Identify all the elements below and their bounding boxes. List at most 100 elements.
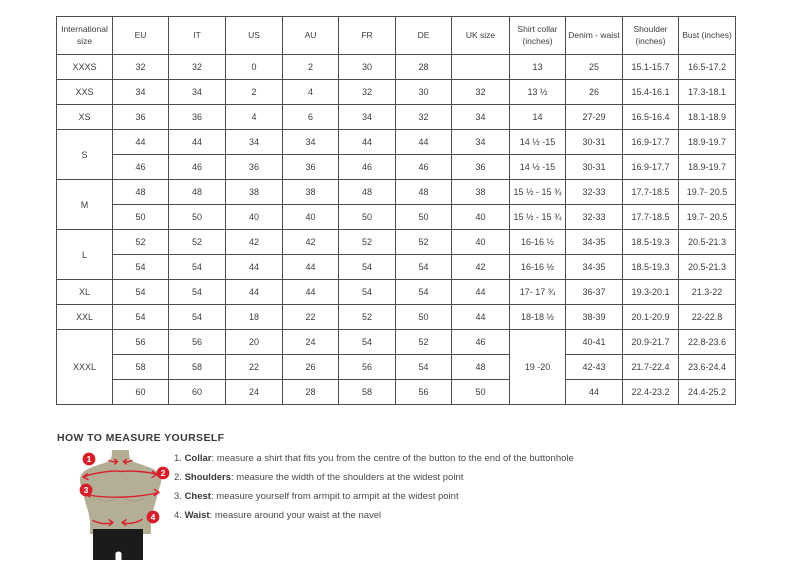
table-cell: XXL — [56, 304, 113, 330]
table-row: 60 60 24 28 58 56 50 44 22.4-23.2 24.4-25.2 — [57, 379, 736, 405]
table-cell: 58 — [112, 354, 169, 380]
table-cell: 38 — [451, 179, 510, 205]
table-row: 54 54 44 44 54 54 42 16-16 ½ 34-35 18.5-19.3 20.5-… — [57, 254, 736, 280]
table-cell: 54 — [338, 254, 396, 280]
table-cell: 16.9-17.7 — [622, 154, 679, 180]
table-cell: 42 — [451, 254, 510, 280]
table-cell: 15.1-15.7 — [622, 54, 679, 80]
table-cell: 27-29 — [565, 104, 623, 130]
badge-2-number: 2 — [161, 468, 166, 478]
table-row: XS 36 36 4 6 34 32 34 14 27-29 16.5-16.4 18.1-18.9 — [56, 104, 736, 130]
table-cell: 36 — [112, 104, 169, 130]
table-cell: 54 — [168, 254, 226, 280]
table-cell: 56 — [395, 379, 452, 405]
table-cell: 20.5-21.3 — [678, 254, 736, 280]
table-cell: 46 — [338, 154, 396, 180]
table-cell: 44 — [225, 254, 283, 280]
table-cell: 34 — [225, 129, 283, 155]
table-cell: 28 — [395, 54, 452, 80]
measure-instruction-label: Waist — [184, 510, 210, 521]
measure-instruction-label: Shoulders — [184, 472, 232, 483]
table-cell: 17- 17 ¾ — [509, 279, 566, 305]
table-cell: 21.3-22 — [678, 279, 736, 305]
column-header: Bust (inches) — [678, 16, 736, 55]
table-cell: 56 — [112, 329, 169, 355]
table-row: XXS 34 34 2 4 32 30 32 13 ½ 26 15.4-16.1 17.3-18.1 — [56, 79, 736, 105]
table-cell: 36 — [451, 154, 510, 180]
table-cell: 48 — [112, 179, 169, 205]
table-cell: 30-31 — [565, 129, 623, 155]
table-cell: 34-35 — [565, 254, 623, 280]
table-cell: XXS — [56, 79, 113, 105]
table-cell: 56 — [338, 354, 396, 380]
table-cell: 42 — [282, 229, 339, 255]
table-cell: 36-37 — [565, 279, 623, 305]
table-cell: 48 — [168, 179, 226, 205]
shoulders-measure-arrow — [82, 470, 158, 481]
table-row: M 48 48 38 38 48 48 38 15 ½ - 15 ¾ 32-33 17.7-18.5… — [56, 179, 736, 230]
table-cell: 22-22.8 — [678, 304, 736, 330]
column-header: Shoulder (inches) — [622, 16, 679, 55]
table-cell: 44 — [282, 254, 339, 280]
table-cell: 50 — [112, 204, 169, 230]
table-cell: 4 — [282, 79, 339, 105]
measure-instruction-label: Collar — [184, 453, 212, 464]
table-row: XL 54 54 44 44 54 54 44 17- 17 ¾ 36-37 19.3-20.1 21… — [56, 279, 736, 305]
table-cell: 40 — [225, 204, 283, 230]
table-cell: 36 — [282, 154, 339, 180]
table-cell: 15 ½ - 15 ¾ — [509, 204, 566, 230]
table-cell: 46 — [451, 329, 510, 355]
measure-instruction-item: 2. Shoulders: measure the width of the s… — [174, 472, 464, 483]
table-cell: 36 — [225, 154, 283, 180]
table-cell: 32 — [451, 79, 510, 105]
table-cell: 38-39 — [565, 304, 623, 330]
table-cell: 54 — [112, 279, 169, 305]
table-cell: 25 — [565, 54, 623, 80]
table-cell: 52 — [395, 329, 452, 355]
table-cell: 22 — [282, 304, 339, 330]
table-row: XXXS 32 32 0 2 30 28 13 25 15.1-15.7 16.5-17.2 — [56, 54, 736, 80]
table-cell: 54 — [338, 329, 396, 355]
table-cell: 22.8-23.6 — [678, 329, 736, 355]
size-chart-table: International size EU IT US AU FR DE UK size Shi… — [56, 16, 736, 405]
column-header: UK size — [451, 16, 510, 55]
table-cell: 32 — [112, 54, 169, 80]
table-cell: 48 — [451, 354, 510, 380]
table-cell: 44 — [565, 379, 623, 405]
table-cell: 17.7-18.5 — [622, 204, 679, 230]
table-cell: 50 — [395, 304, 452, 330]
table-cell: 32 — [168, 54, 226, 80]
shorts-illustration — [93, 529, 143, 560]
table-cell: 20.5-21.3 — [678, 229, 736, 255]
table-cell: 46 — [168, 154, 226, 180]
table-cell: 38 — [282, 179, 339, 205]
table-cell: 34 — [451, 129, 510, 155]
table-cell: 52 — [338, 229, 396, 255]
badge-4-number: 4 — [151, 512, 156, 522]
table-cell: 50 — [168, 204, 226, 230]
table-cell: 34 — [282, 129, 339, 155]
table-cell: 18.9-19.7 — [678, 129, 736, 155]
table-cell: 60 — [168, 379, 226, 405]
table-row: L 52 52 42 42 52 52 40 16-16 ½ 34-35 18.5-19.3 20.5… — [56, 229, 736, 280]
table-cell: 26 — [282, 354, 339, 380]
badge-3-circle — [79, 483, 93, 497]
table-cell: 44 — [282, 279, 339, 305]
table-cell: 21.7-22.4 — [622, 354, 679, 380]
table-cell: 16.5-16.4 — [622, 104, 679, 130]
badge-1-number: 1 — [87, 454, 92, 464]
table-cell: 40 — [451, 204, 510, 230]
table-row: XXXL 56 56 20 24 54 52 46 19 -20 40-41 20.9-21.7 22… — [56, 329, 736, 405]
table-cell: 54 — [395, 354, 452, 380]
table-row: S 44 44 34 34 44 44 34 14 ½ -15 30-31 16.9-17.7 18.… — [56, 129, 736, 180]
table-cell: 50 — [451, 379, 510, 405]
table-cell: 23.6-24.4 — [678, 354, 736, 380]
table-cell: 42 — [225, 229, 283, 255]
table-cell: L — [56, 229, 113, 280]
table-cell: 15 ½ - 15 ¾ — [509, 179, 566, 205]
table-cell: 52 — [338, 304, 396, 330]
table-cell: S — [56, 129, 113, 180]
table-cell: 19.7- 20.5 — [678, 204, 736, 230]
table-row: 58 58 22 26 56 54 48 42-43 21.7-22.4 23.6-24.4 — [57, 354, 736, 380]
chest-contour-lines — [96, 497, 145, 502]
